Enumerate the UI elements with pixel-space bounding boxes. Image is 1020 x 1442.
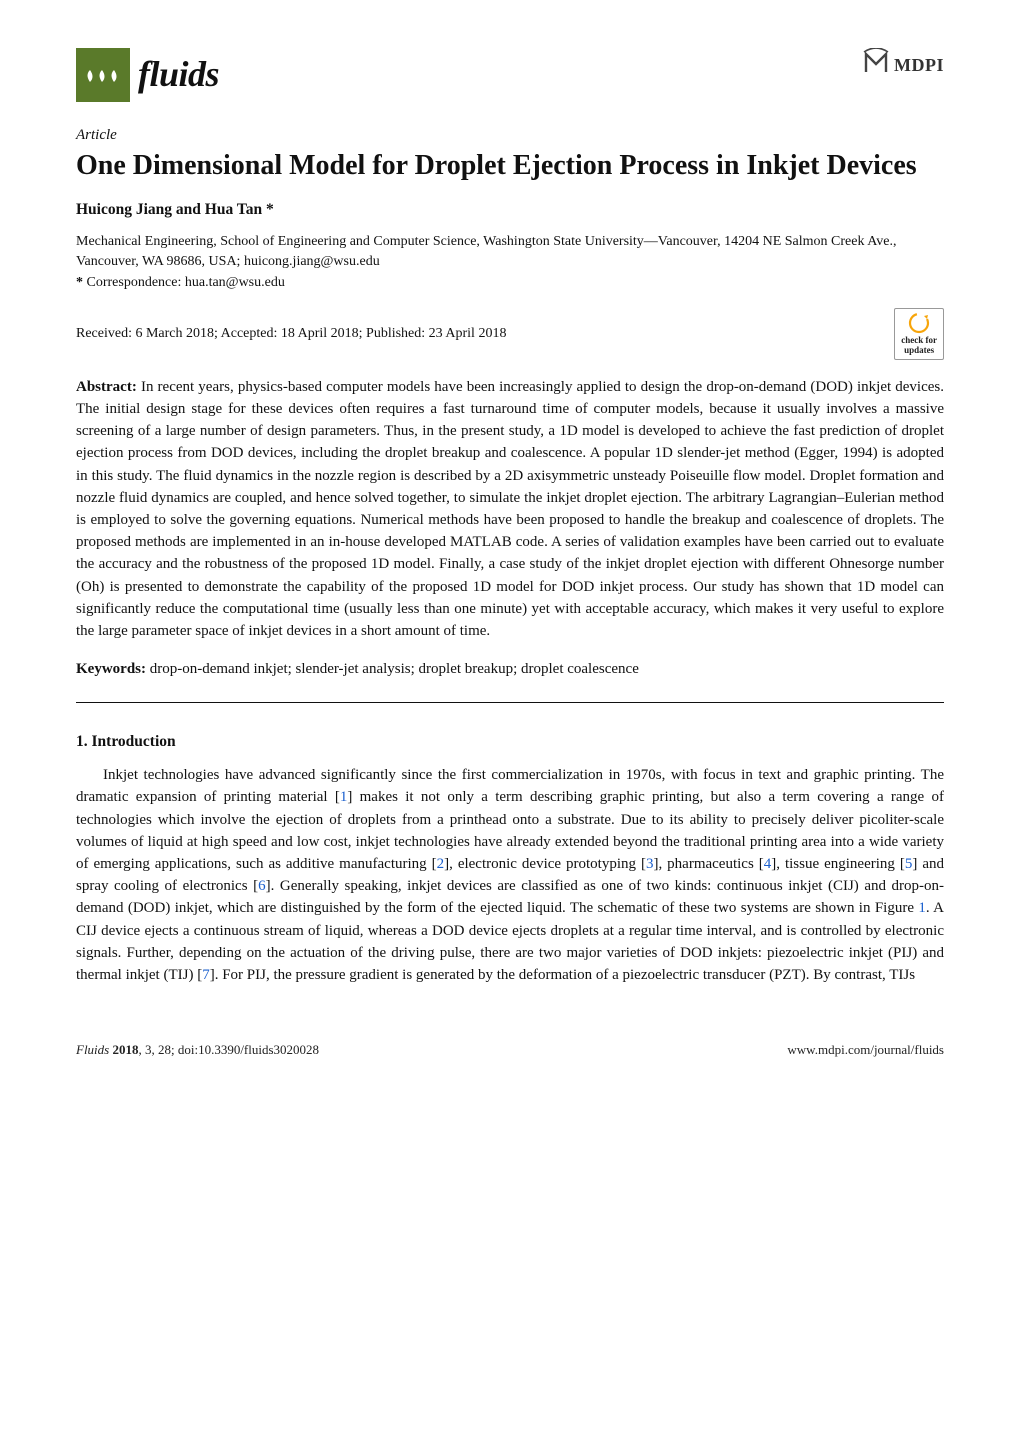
- body-text: ]. For PIJ, the pressure gradient is gen…: [210, 967, 915, 983]
- correspondence-text: Correspondence: hua.tan@wsu.edu: [87, 275, 285, 290]
- keywords-label: Keywords:: [76, 661, 146, 677]
- page-header: fluids MDPI: [76, 48, 944, 102]
- dates-row: Received: 6 March 2018; Accepted: 18 Apr…: [76, 308, 944, 360]
- article-type: Article: [76, 124, 944, 146]
- fluids-logo-icon: [76, 48, 130, 102]
- publisher-name: MDPI: [894, 52, 944, 79]
- abstract-text: In recent years, physics-based computer …: [76, 379, 944, 639]
- body-text: ], tissue engineering [: [771, 856, 905, 872]
- abstract-label: Abstract:: [76, 379, 137, 395]
- check-updates-icon: [908, 312, 930, 334]
- page-footer: Fluids 2018, 3, 28; doi:10.3390/fluids30…: [76, 1040, 944, 1059]
- body-text: ], pharmaceutics [: [653, 856, 763, 872]
- section-1-heading: 1. Introduction: [76, 731, 944, 754]
- check-updates-text-bottom: updates: [904, 346, 934, 356]
- citation-2[interactable]: 2: [437, 856, 445, 872]
- footer-journal: Fluids: [76, 1042, 112, 1057]
- footer-year: 2018: [112, 1042, 138, 1057]
- footer-right: www.mdpi.com/journal/fluids: [787, 1040, 944, 1059]
- footer-vol-doi: , 3, 28; doi:10.3390/fluids3020028: [138, 1042, 319, 1057]
- body-text: ], electronic device prototyping [: [444, 856, 646, 872]
- journal-logo-block: fluids: [76, 48, 219, 102]
- correspondence: * Correspondence: hua.tan@wsu.edu: [76, 273, 944, 294]
- correspondence-asterisk: *: [76, 275, 83, 290]
- article-title: One Dimensional Model for Droplet Ejecti…: [76, 148, 944, 183]
- citation-6[interactable]: 6: [258, 878, 266, 894]
- mdpi-logo-icon: [862, 48, 890, 82]
- affiliation: Mechanical Engineering, School of Engine…: [76, 232, 944, 271]
- publication-dates: Received: 6 March 2018; Accepted: 18 Apr…: [76, 324, 506, 345]
- section-1-body: Inkjet technologies have advanced signif…: [76, 764, 944, 986]
- keywords-block: Keywords: drop-on-demand inkjet; slender…: [76, 658, 944, 680]
- keywords-text: drop-on-demand inkjet; slender-jet analy…: [150, 661, 639, 677]
- check-for-updates-badge[interactable]: check for updates: [894, 308, 944, 360]
- journal-name: fluids: [138, 48, 219, 101]
- article-authors: Huicong Jiang and Hua Tan *: [76, 199, 944, 222]
- citation-7[interactable]: 7: [202, 967, 210, 983]
- publisher-logo-block: MDPI: [862, 48, 944, 82]
- abstract-block: Abstract: In recent years, physics-based…: [76, 376, 944, 642]
- section-rule: [76, 702, 944, 703]
- figure-ref-1[interactable]: 1: [918, 900, 926, 916]
- footer-left: Fluids 2018, 3, 28; doi:10.3390/fluids30…: [76, 1040, 319, 1059]
